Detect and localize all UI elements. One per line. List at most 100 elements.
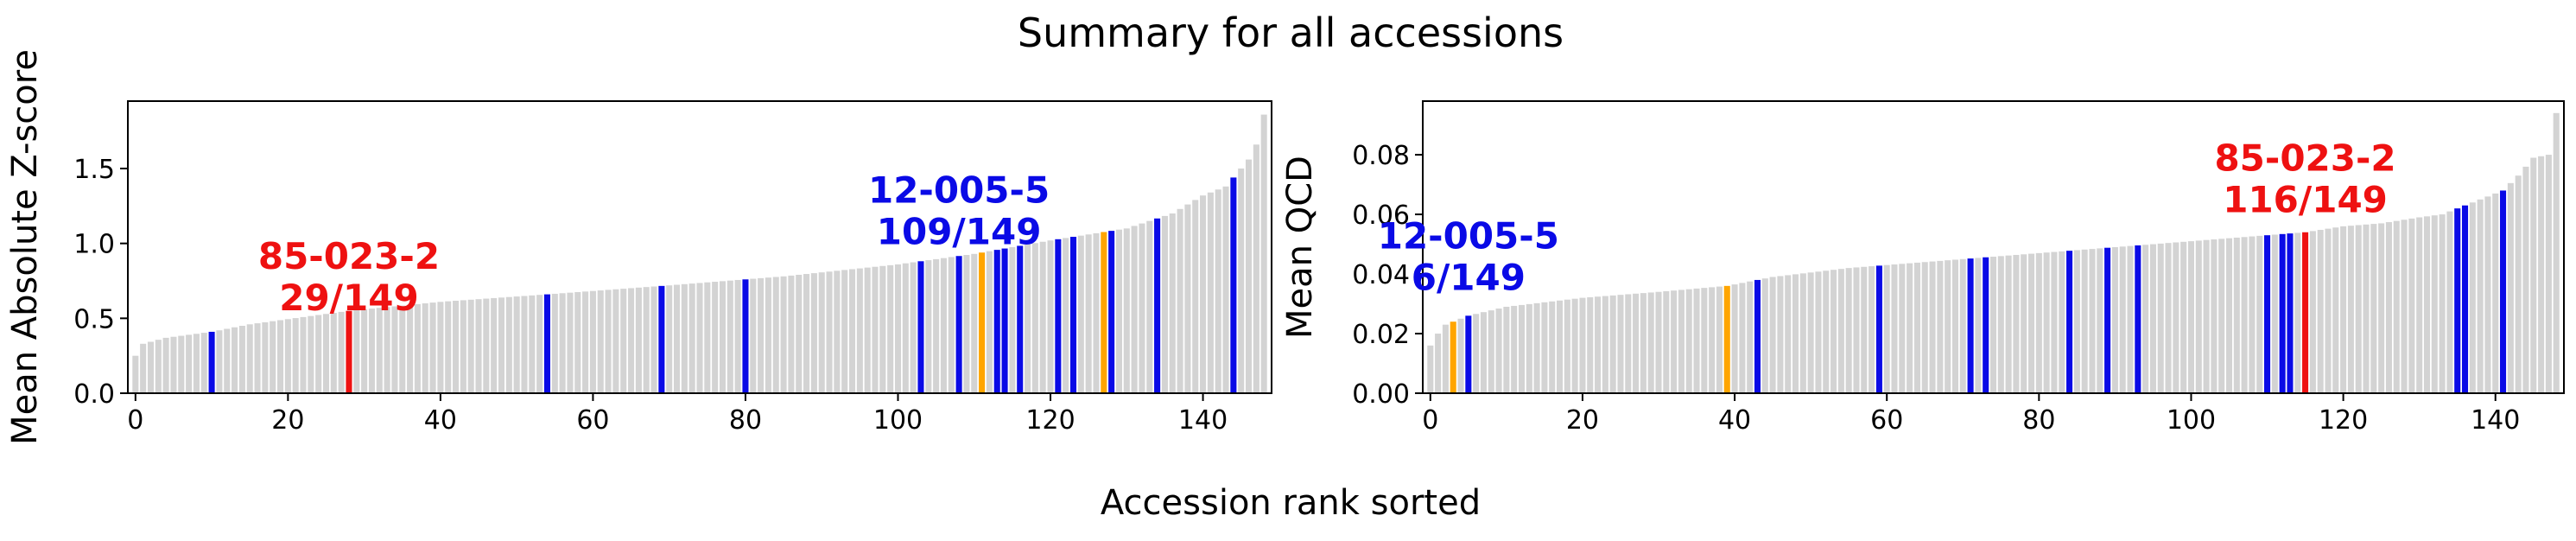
bar bbox=[1146, 220, 1153, 393]
bar bbox=[1260, 114, 1267, 393]
bar bbox=[1503, 306, 1510, 393]
bars bbox=[132, 114, 1267, 393]
bar bbox=[712, 282, 719, 393]
bar-highlight-blue bbox=[2135, 245, 2141, 393]
bar bbox=[1602, 296, 1608, 393]
bar bbox=[2515, 175, 2522, 393]
bar bbox=[1625, 294, 1632, 393]
bar bbox=[2469, 202, 2476, 393]
bar-highlight-blue bbox=[2066, 251, 2073, 393]
bar bbox=[925, 260, 932, 393]
bar bbox=[140, 343, 147, 393]
bar bbox=[726, 280, 733, 393]
bar-highlight-red bbox=[346, 310, 352, 393]
bar bbox=[1139, 223, 1145, 393]
bar bbox=[1200, 195, 1207, 393]
bar bbox=[1557, 300, 1564, 393]
bar bbox=[1192, 200, 1199, 393]
bar bbox=[940, 258, 947, 393]
x-axis-label: Accession rank sorted bbox=[1101, 483, 1481, 523]
bar bbox=[2332, 227, 2339, 393]
bar-highlight-blue bbox=[2454, 208, 2461, 393]
bar bbox=[796, 274, 803, 393]
x-tick-label: 140 bbox=[2471, 405, 2520, 436]
bar bbox=[673, 284, 681, 393]
x-tick-label: 80 bbox=[729, 405, 762, 436]
bar bbox=[2385, 222, 2392, 393]
bar bbox=[170, 336, 177, 393]
bar bbox=[429, 302, 436, 393]
bar bbox=[2211, 239, 2218, 393]
bar bbox=[2089, 249, 2096, 393]
bar-highlight-red bbox=[2302, 232, 2309, 393]
bar-highlight-blue bbox=[1967, 258, 1974, 393]
bar bbox=[2545, 155, 2552, 393]
bar bbox=[368, 309, 375, 393]
bar bbox=[1891, 264, 1898, 393]
bar bbox=[132, 355, 139, 393]
bar bbox=[1655, 291, 1662, 393]
bar bbox=[2241, 237, 2248, 393]
bar-highlight-blue bbox=[2287, 233, 2294, 393]
bar bbox=[2203, 239, 2210, 393]
bar bbox=[810, 273, 817, 393]
bar bbox=[1845, 268, 1852, 393]
bar bbox=[2431, 215, 2438, 393]
bar bbox=[818, 272, 825, 393]
bar-highlight-orange bbox=[1723, 285, 1730, 393]
bar bbox=[620, 289, 627, 393]
bar bbox=[2423, 216, 2431, 393]
bar bbox=[2233, 237, 2240, 393]
bar bbox=[1693, 288, 1700, 393]
bar bbox=[872, 266, 879, 393]
bar bbox=[2149, 244, 2156, 393]
bar bbox=[1975, 258, 1982, 393]
bar bbox=[841, 270, 848, 393]
bar-highlight-blue bbox=[955, 256, 962, 393]
bar bbox=[849, 269, 856, 393]
bar bbox=[2446, 211, 2453, 393]
bar-highlight-blue bbox=[2104, 247, 2111, 393]
x-tick-label: 120 bbox=[1025, 405, 1075, 436]
bar bbox=[1792, 274, 1799, 393]
bar bbox=[1633, 293, 1640, 393]
y-tick-label: 0.00 bbox=[1352, 379, 1410, 410]
bar bbox=[1207, 192, 1214, 393]
bar bbox=[521, 296, 528, 393]
bar bbox=[1709, 287, 1716, 393]
bar bbox=[1671, 290, 1678, 393]
bar bbox=[2119, 246, 2126, 393]
bar bbox=[933, 258, 940, 393]
bar bbox=[734, 279, 741, 393]
bar bbox=[1541, 302, 1548, 393]
bar bbox=[2195, 240, 2202, 393]
bar bbox=[605, 290, 612, 393]
bar bbox=[1609, 295, 1616, 393]
bar bbox=[2165, 243, 2172, 393]
bar bbox=[2347, 226, 2354, 393]
x-tick-label: 0 bbox=[127, 405, 143, 436]
bar bbox=[1238, 169, 1245, 393]
bar bbox=[2187, 241, 2194, 393]
bar bbox=[2538, 156, 2545, 393]
bar bbox=[475, 299, 482, 393]
bar bbox=[1989, 257, 1997, 393]
annotation-accession: 85-023-2 bbox=[258, 235, 440, 277]
bar bbox=[1837, 269, 1844, 393]
y-tick-label: 0.5 bbox=[73, 304, 115, 334]
bar bbox=[666, 285, 673, 393]
bar bbox=[308, 315, 314, 393]
bar bbox=[1215, 189, 1221, 393]
bar bbox=[559, 293, 566, 393]
bar bbox=[178, 335, 185, 393]
bar bbox=[1785, 275, 1792, 393]
y-tick-label: 1.5 bbox=[73, 155, 115, 185]
y-axis-label: Mean Absolute Z-score bbox=[5, 49, 45, 445]
bar bbox=[1245, 159, 1253, 393]
bar bbox=[1184, 204, 1191, 393]
annotation-rank: 29/149 bbox=[279, 277, 418, 319]
x-tick-label: 100 bbox=[873, 405, 923, 436]
bar bbox=[696, 283, 703, 393]
bar bbox=[948, 257, 955, 393]
bar bbox=[1777, 276, 1784, 393]
